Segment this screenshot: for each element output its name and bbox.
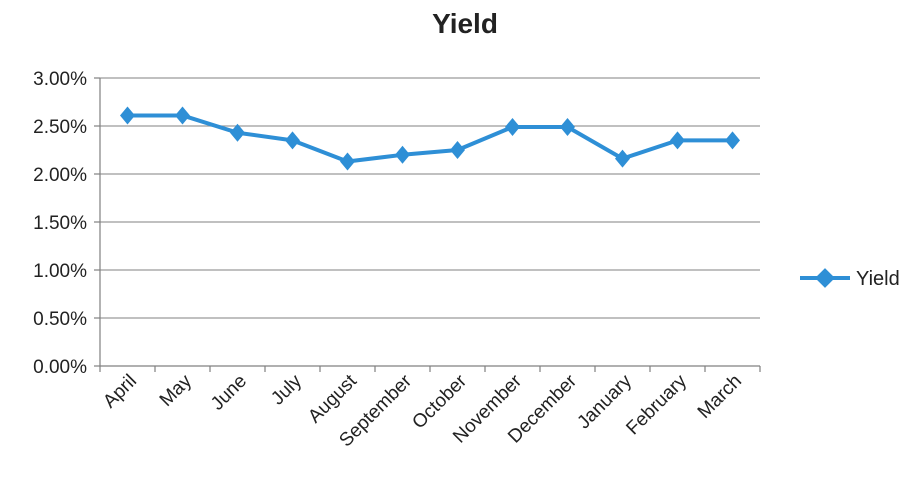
y-tick-label: 1.00% bbox=[33, 261, 87, 282]
x-tick-label: February bbox=[622, 370, 691, 439]
data-point bbox=[175, 106, 190, 125]
y-tick-label: 1.50% bbox=[33, 213, 87, 234]
x-tick-label: April bbox=[99, 371, 141, 413]
data-point bbox=[725, 131, 740, 150]
data-point bbox=[120, 106, 135, 125]
data-point bbox=[230, 123, 245, 142]
data-point bbox=[340, 152, 355, 171]
x-tick-label: May bbox=[156, 370, 197, 411]
x-axis-ticks: April May June JulyAugustSeptemberOctoberNo… bbox=[99, 366, 761, 451]
x-tick-label: March bbox=[694, 371, 746, 423]
series-line-yield bbox=[127, 113, 733, 164]
series-group bbox=[120, 106, 740, 171]
data-point bbox=[450, 141, 465, 159]
y-tick-label: 0.50% bbox=[33, 309, 87, 330]
y-axis-ticks: 0.00% 0.50% 1.00% 1.50% 2.00% 2.50% 3.00% bbox=[33, 69, 100, 378]
legend-marker bbox=[815, 268, 835, 288]
chart-title: Yield bbox=[432, 8, 498, 39]
y-tick-label: 2.50% bbox=[33, 117, 87, 138]
legend-label: Yield bbox=[856, 268, 900, 290]
data-point bbox=[505, 117, 520, 136]
y-tick-label: 2.00% bbox=[33, 165, 87, 186]
x-tick-label: June bbox=[207, 371, 251, 415]
data-point bbox=[395, 145, 410, 164]
legend: Yield bbox=[800, 268, 900, 290]
data-point bbox=[615, 149, 630, 168]
y-tick-label: 3.00% bbox=[33, 69, 87, 90]
y-tick-label: 0.00% bbox=[33, 357, 87, 378]
x-tick-label: July bbox=[267, 370, 306, 409]
data-point bbox=[560, 117, 575, 136]
data-point bbox=[285, 131, 300, 150]
data-point bbox=[670, 131, 685, 150]
gridlines bbox=[100, 77, 760, 319]
